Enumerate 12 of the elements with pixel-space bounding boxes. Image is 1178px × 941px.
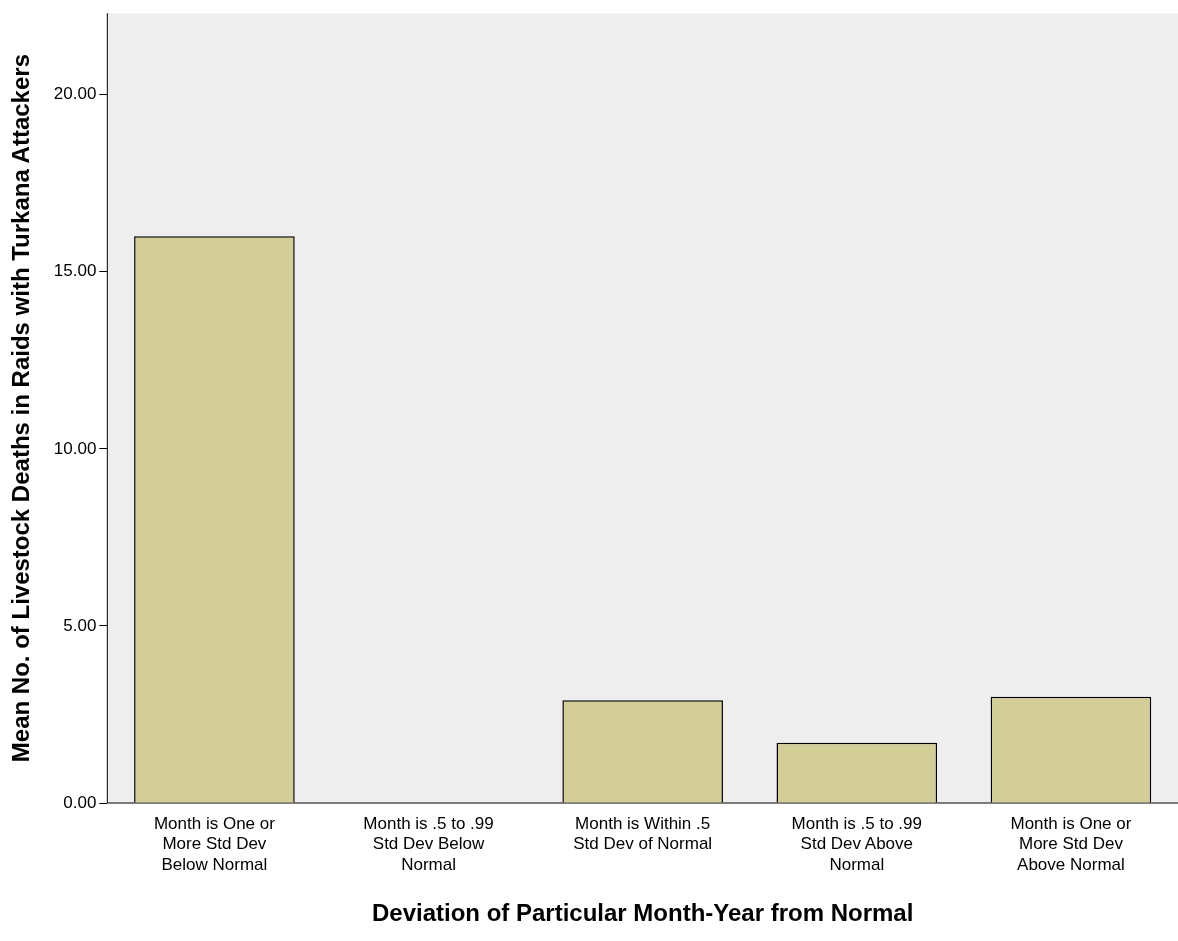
x-tick-label: Month is Within .5 Std Dev of Normal — [573, 813, 713, 854]
x-tick-label: Month is One or More Std Dev Below Normal — [153, 813, 276, 874]
y-tick-label: 10.00 — [53, 438, 97, 458]
y-tick-label: 20.00 — [53, 84, 97, 104]
x-tick-label: Month is One or More Std Dev Above Normal — [1010, 813, 1132, 874]
x-tick-label: Month is .5 to .99 Std Dev Above Normal — [791, 813, 923, 874]
y-tick-label: 15.00 — [53, 261, 97, 281]
y-axis-title: Mean No. of Livestock Deaths in Raids with Turkana Attackers — [7, 54, 35, 763]
y-tick-label: 0.00 — [63, 792, 97, 812]
y-tick-label: 5.00 — [63, 615, 97, 635]
x-tick-label: Month is .5 to .99 Std Dev Below Normal — [363, 813, 494, 874]
x-axis-title: Deviation of Particular Month-Year from Normal — [371, 899, 914, 927]
